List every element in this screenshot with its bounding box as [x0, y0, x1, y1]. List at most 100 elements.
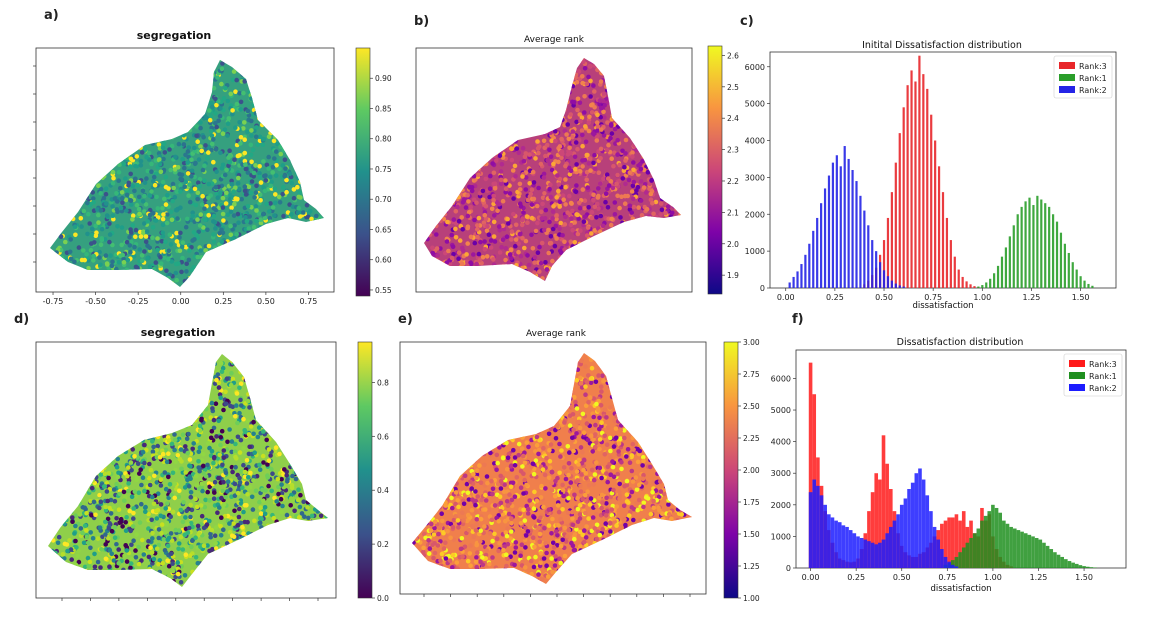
bar-f-Rank2-9: [841, 525, 846, 568]
colorbar-tick-label: 0.6: [377, 432, 389, 441]
bar-f-Rank1-27: [1042, 542, 1046, 568]
legend-label-c: Rank:3: [1079, 62, 1107, 71]
legend-label-c: Rank:1: [1079, 74, 1107, 83]
x-tick-label-f: 1.00: [984, 573, 1002, 582]
x-tick-label-c: 0.00: [777, 293, 795, 302]
y-tick-label-f: 0: [786, 564, 791, 573]
bar-c-Rank2-6: [812, 230, 815, 288]
bar-f-Rank2-40: [954, 566, 959, 568]
colorbar-tick-label: 0.4: [377, 486, 389, 495]
bar-f-Rank1-24: [1031, 536, 1035, 568]
bar-c-Rank3-16: [926, 88, 929, 288]
bar-c-Rank3-5: [882, 240, 886, 288]
y-tick-label-f: 5000: [771, 406, 791, 415]
bar-f-Rank3-0: [808, 362, 813, 568]
bar-c-Rank2-23: [878, 262, 882, 288]
bar-f-Rank1-17: [1005, 523, 1010, 568]
bar-f-Rank1-40: [1089, 567, 1094, 568]
bar-f-Rank2-19: [878, 542, 882, 568]
bar-f-Rank2-25: [899, 504, 904, 568]
bar-f-Rank3-18: [874, 473, 879, 568]
colorbar-e: [723, 341, 739, 599]
bar-f-Rank1-18: [1009, 526, 1013, 568]
x-axis-e: [423, 594, 691, 597]
bar-c-Rank1-13: [1028, 197, 1031, 288]
bar-c-Rank2-4: [804, 254, 807, 288]
panel-label-d: d): [14, 312, 30, 327]
bar-f-Rank1-15: [998, 512, 1002, 568]
colorbar-d: [357, 341, 373, 599]
bar-f-Rank1-10: [980, 520, 984, 568]
colorbar-tick-label: 0.2: [377, 540, 389, 549]
legend-label-f: Rank:3: [1089, 360, 1117, 369]
x-tick-label-a: -0.25: [128, 297, 149, 306]
x-axis-a: -0.75 -0.50 -0.25 0.00 0.25 0.50 0.75: [43, 292, 317, 306]
bar-f-Rank2-29: [914, 473, 919, 568]
bar-c-Rank2-12: [835, 155, 838, 288]
bar-c-Rank2-1: [792, 276, 795, 288]
bar-c-Rank3-18: [934, 140, 937, 288]
bar-f-Rank1-8: [972, 533, 977, 568]
bar-f-Rank2-36: [940, 549, 944, 568]
colorbar-tick-label: 0.80: [375, 135, 392, 144]
x-tick-label-c: 0.75: [924, 293, 942, 302]
bar-c-Rank1-15: [1036, 195, 1039, 288]
bar-c-Rank2-24: [882, 270, 886, 288]
x-tick-label-a: 0.00: [172, 297, 190, 306]
bar-f-Rank1-19: [1012, 528, 1017, 568]
bar-f-Rank1-4: [958, 552, 962, 568]
bar-c-Rank2-2: [796, 271, 799, 288]
bar-c-Rank1-21: [1059, 232, 1063, 288]
title-f: Dissatisfaction distribution: [897, 337, 1024, 348]
bar-f-Rank2-28: [910, 482, 915, 568]
bar-f-Rank1-23: [1027, 534, 1032, 568]
legend-label-f: Rank:1: [1089, 372, 1117, 381]
bar-c-Rank1-14: [1032, 205, 1035, 288]
panel-label-e: e): [398, 312, 413, 327]
bar-c-Rank1-11: [1020, 206, 1023, 288]
bar-f-Rank1-11: [983, 515, 988, 568]
colorbar-tick-label: 2.00: [743, 466, 760, 475]
bar-f-Rank2-13: [856, 536, 860, 568]
bar-f-Rank1-2: [950, 560, 955, 568]
map-cells-b: [424, 58, 681, 281]
bar-c-Rank1-25: [1075, 269, 1078, 288]
colorbar-tick-label: 3.00: [743, 338, 760, 347]
legend-swatch-f: [1069, 360, 1085, 367]
colorbar-tick-label: 2.75: [743, 370, 760, 379]
y-tick-label-c: 0: [760, 284, 765, 293]
bar-f-Rank2-33: [929, 511, 933, 568]
bar-c-Rank3-9: [898, 133, 901, 288]
bar-c-Rank3-27: [969, 284, 972, 288]
x-tick-label-f: 0.75: [938, 573, 956, 582]
colorbar-tick-label: 2.5: [727, 83, 739, 92]
bar-f-Rank2-26: [903, 498, 908, 568]
bar-f-Rank2-27: [907, 489, 911, 568]
bar-c-Rank1-19: [1051, 214, 1055, 288]
bar-c-Rank2-18: [859, 195, 862, 288]
bar-f-Rank3-42: [961, 511, 966, 568]
y-tick-label-c: 1000: [745, 247, 765, 256]
bar-c-Rank2-3: [800, 264, 803, 288]
bar-c-Rank1-16: [1040, 199, 1043, 288]
bar-c-Rank1-29: [1091, 285, 1094, 288]
bar-f-Rank3-36: [940, 523, 944, 568]
bar-c-Rank2-14: [843, 146, 846, 288]
x-tick-label-c: 0.25: [826, 293, 844, 302]
bar-f-Rank2-14: [859, 537, 864, 568]
colorbar-tick-label: 0.0: [377, 594, 389, 603]
colorbar-tick-label: 2.6: [727, 51, 739, 60]
bar-c-Rank3-10: [902, 107, 905, 288]
bar-f-Rank3-16: [867, 511, 871, 568]
bar-c-Rank1-0: [977, 286, 980, 288]
bar-c-Rank3-26: [965, 281, 968, 288]
bar-f-Rank2-23: [892, 520, 897, 568]
panel-label-b: b): [414, 14, 430, 29]
legend-swatch-c: [1059, 86, 1075, 93]
bar-c-Rank2-8: [820, 203, 823, 288]
bar-f-Rank2-24: [896, 514, 900, 568]
bar-f-Rank2-2: [816, 485, 820, 568]
colorbar-tick-label: 1.00: [743, 594, 760, 603]
bar-f-Rank1-35: [1071, 562, 1075, 568]
panel-label-a: a): [44, 8, 59, 23]
